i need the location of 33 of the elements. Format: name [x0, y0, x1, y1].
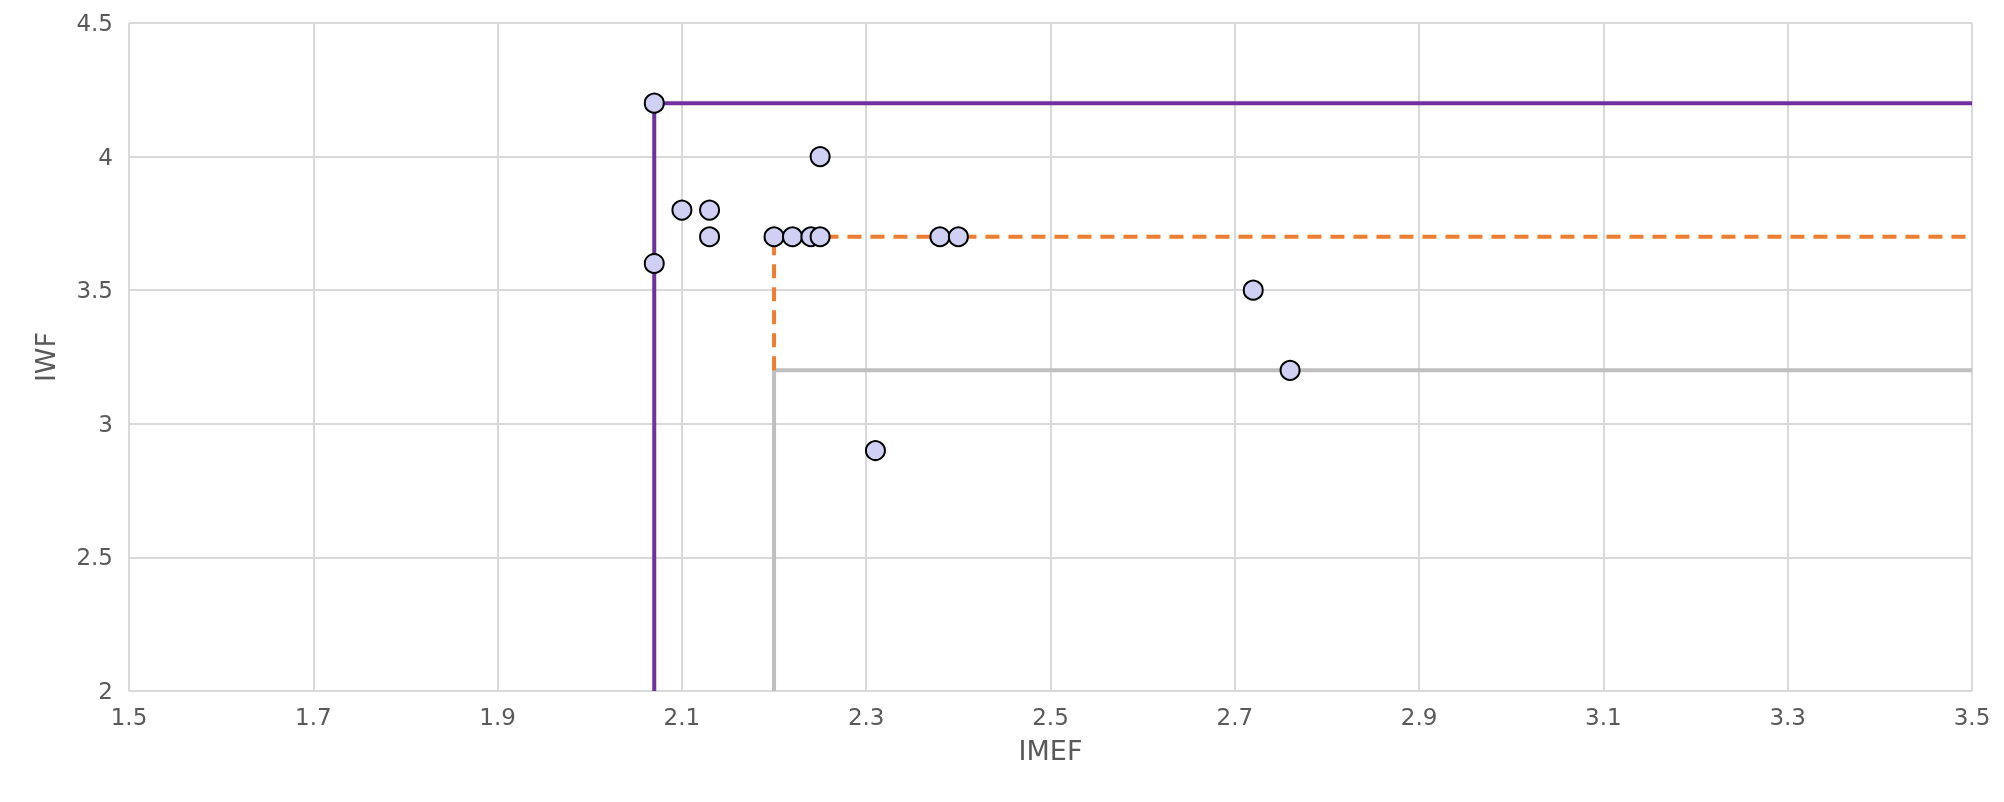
point	[782, 226, 803, 248]
x-tick-label: 2.3	[847, 703, 885, 730]
point	[699, 226, 721, 248]
point	[763, 226, 785, 248]
point	[671, 199, 693, 221]
point	[643, 92, 665, 114]
x-tick-label: 1.7	[295, 703, 332, 730]
point	[643, 252, 665, 274]
x-tick-label: 3.1	[1585, 703, 1622, 730]
y-axis-title: IWF	[30, 331, 61, 383]
x-tick-label: 1.5	[110, 703, 148, 730]
y-tick-label: 4.5	[76, 10, 113, 36]
x-tick-label: 1.9	[479, 703, 516, 730]
point	[1279, 359, 1301, 381]
x-tick-label: 2.5	[1032, 703, 1069, 730]
y-tick-label: 3.5	[76, 277, 113, 304]
point	[809, 226, 831, 248]
x-tick-label: 2.1	[663, 703, 701, 730]
x-tick-label: 3.5	[1953, 703, 1991, 730]
y-tick-label: 2.5	[76, 544, 113, 571]
x-axis-title: IMEF	[1018, 735, 1083, 766]
point	[864, 440, 886, 462]
y-tick-label: 2	[98, 678, 113, 704]
x-tick-label: 2.7	[1216, 703, 1254, 730]
point	[947, 226, 969, 248]
point	[809, 146, 831, 168]
x-tick-label: 3.3	[1769, 703, 1806, 730]
y-tick-label: 4	[98, 143, 113, 170]
point	[1242, 279, 1264, 301]
x-tick-label: 2.9	[1400, 703, 1438, 730]
y-tick-label: 3	[98, 410, 113, 437]
point	[699, 199, 721, 221]
point	[929, 226, 951, 248]
